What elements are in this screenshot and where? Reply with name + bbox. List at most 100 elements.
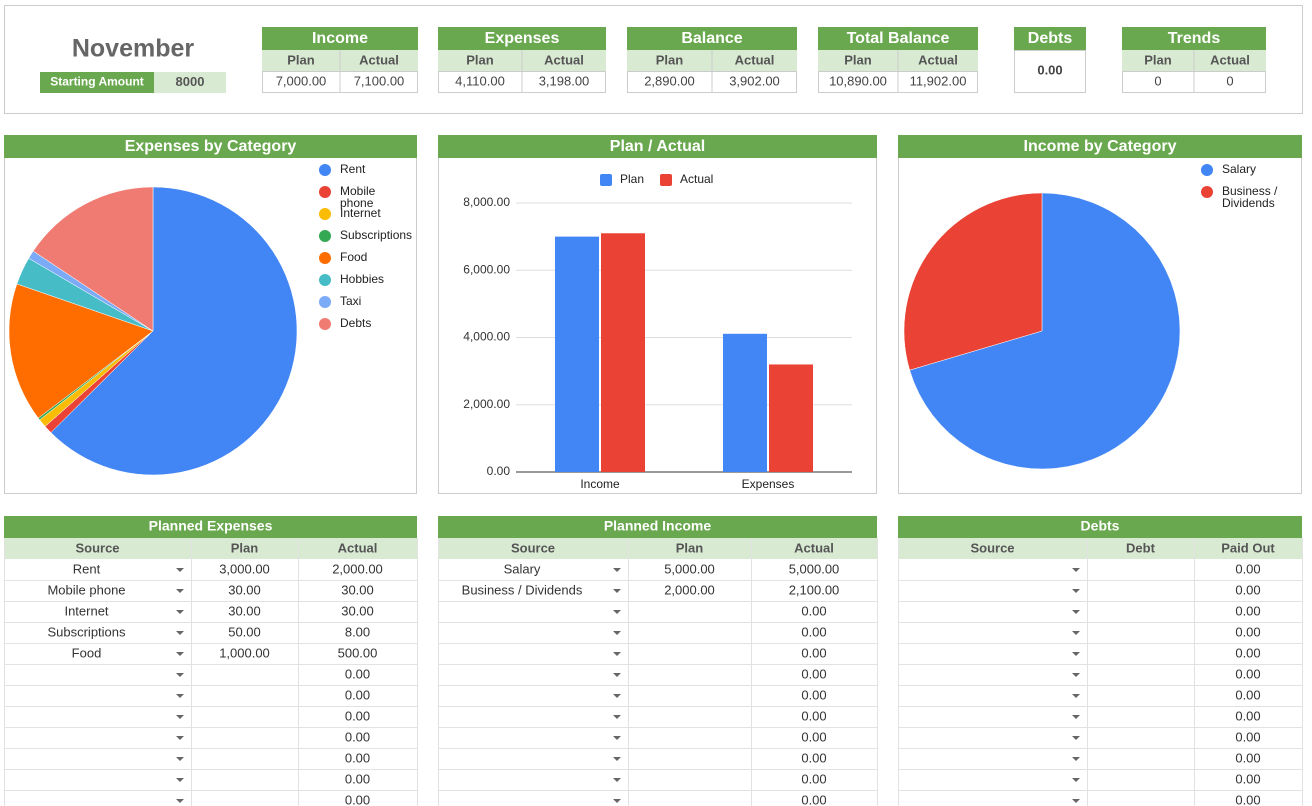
table-cell: 5,000.00 bbox=[664, 561, 715, 576]
card-value: 0.00 bbox=[1037, 62, 1062, 77]
table-cell: 0.00 bbox=[1235, 624, 1260, 639]
column-label: Source bbox=[511, 540, 555, 555]
pie-slice bbox=[32, 186, 154, 332]
legend-label: Hobbies bbox=[340, 272, 384, 286]
table-cell: 2,000.00 bbox=[664, 582, 715, 597]
dropdown-arrow bbox=[613, 694, 621, 698]
table-cell: 0.00 bbox=[1235, 582, 1260, 597]
card-header bbox=[818, 27, 978, 50]
dropdown-arrow bbox=[613, 799, 621, 803]
card-column-label: Plan bbox=[466, 52, 494, 67]
bar bbox=[723, 333, 767, 472]
card-value: 3,198.00 bbox=[539, 73, 590, 88]
dropdown-arrow bbox=[1072, 778, 1080, 782]
table-cell: 2,100.00 bbox=[789, 582, 840, 597]
legend-label: Subscriptions bbox=[340, 228, 412, 242]
table-cell: 0.00 bbox=[801, 624, 826, 639]
card-column-label: Actual bbox=[544, 52, 584, 67]
table-cell: 0.00 bbox=[345, 729, 370, 744]
dropdown-arrow bbox=[1072, 631, 1080, 635]
card-value: 7,100.00 bbox=[354, 73, 405, 88]
card-value: 2,890.00 bbox=[644, 73, 695, 88]
table-cell: 30.00 bbox=[228, 582, 261, 597]
card-value: 10,890.00 bbox=[829, 73, 887, 88]
table-cell: 30.00 bbox=[228, 603, 261, 618]
table-cell: 50.00 bbox=[228, 624, 261, 639]
table-cell: 0.00 bbox=[1235, 729, 1260, 744]
legend-swatch bbox=[319, 252, 331, 264]
dropdown-arrow bbox=[176, 799, 184, 803]
card-header bbox=[262, 27, 418, 50]
table-cell: 0.00 bbox=[345, 750, 370, 765]
legend-swatch bbox=[1201, 186, 1213, 198]
legend-label: Rent bbox=[340, 162, 366, 176]
dropdown-arrow bbox=[1072, 610, 1080, 614]
chart-header bbox=[4, 135, 417, 158]
table-title: Planned Income bbox=[604, 518, 712, 534]
dropdown-arrow bbox=[176, 589, 184, 593]
dropdown-arrow bbox=[176, 694, 184, 698]
dropdown-arrow bbox=[613, 715, 621, 719]
table-cell: 0.00 bbox=[801, 750, 826, 765]
table-cell: 0.00 bbox=[801, 729, 826, 744]
table-header bbox=[898, 516, 1302, 538]
card-column-label: Actual bbox=[735, 52, 775, 67]
legend-swatch bbox=[319, 318, 331, 330]
table-cell: 0.00 bbox=[801, 666, 826, 681]
card-column-label: Plan bbox=[844, 52, 872, 67]
table-cell: 0.00 bbox=[801, 771, 826, 786]
y-tick-label: 4,000.00 bbox=[463, 330, 510, 344]
pie-slice bbox=[903, 192, 1043, 371]
table-cell: 0.00 bbox=[1235, 792, 1260, 806]
card-title: Income bbox=[312, 30, 368, 47]
legend-label: Food bbox=[340, 250, 367, 264]
card-column-label: Actual bbox=[359, 52, 399, 67]
dropdown-arrow bbox=[176, 673, 184, 677]
chart-title: Plan / Actual bbox=[610, 138, 705, 155]
table-cell: 0.00 bbox=[1235, 666, 1260, 681]
x-tick-label: Income bbox=[580, 477, 620, 491]
month-title: November bbox=[72, 35, 195, 63]
table-cell: 0.00 bbox=[345, 708, 370, 723]
card-value: 0 bbox=[1154, 73, 1161, 88]
table-cell: Mobile phone bbox=[47, 582, 125, 597]
y-tick-label: 8,000.00 bbox=[463, 195, 510, 209]
table-cell: 0.00 bbox=[1235, 708, 1260, 723]
legend-label: Taxi bbox=[340, 294, 361, 308]
card-column-label: Plan bbox=[287, 52, 315, 67]
dropdown-arrow bbox=[176, 652, 184, 656]
dropdown-arrow bbox=[176, 568, 184, 572]
table-cell: 0.00 bbox=[801, 603, 826, 618]
table-cell: Salary bbox=[504, 561, 541, 576]
card-title: Balance bbox=[681, 30, 742, 47]
dropdown-arrow bbox=[613, 631, 621, 635]
legend-swatch bbox=[660, 174, 672, 186]
table-cell: 0.00 bbox=[345, 792, 370, 806]
starting-amount-label: Starting Amount bbox=[50, 75, 144, 89]
table-column-header bbox=[898, 538, 1302, 559]
card-title: Expenses bbox=[485, 30, 560, 47]
table-cell: 0.00 bbox=[801, 708, 826, 723]
card-values bbox=[1014, 50, 1086, 93]
table-column-header bbox=[4, 538, 417, 559]
table-cell: 0.00 bbox=[345, 687, 370, 702]
card-value: 4,110.00 bbox=[455, 73, 505, 88]
dropdown-arrow bbox=[1072, 652, 1080, 656]
legend-label: Internet bbox=[340, 206, 381, 220]
table-header bbox=[438, 516, 877, 538]
card-value: 7,000.00 bbox=[276, 73, 327, 88]
table-cell: Business / Dividends bbox=[462, 582, 583, 597]
dropdown-arrow bbox=[176, 610, 184, 614]
column-label: Actual bbox=[794, 540, 834, 555]
table-cell: 0.00 bbox=[1235, 645, 1260, 660]
dropdown-arrow bbox=[1072, 673, 1080, 677]
table-cell: 30.00 bbox=[341, 603, 374, 618]
table-cell: Subscriptions bbox=[47, 624, 126, 639]
table-cell: 0.00 bbox=[1235, 603, 1260, 618]
chart-title: Expenses by Category bbox=[125, 138, 297, 155]
dropdown-arrow bbox=[1072, 589, 1080, 593]
table-cell: Internet bbox=[64, 603, 108, 618]
legend-label: Salary bbox=[1222, 162, 1256, 176]
bar bbox=[601, 233, 645, 472]
